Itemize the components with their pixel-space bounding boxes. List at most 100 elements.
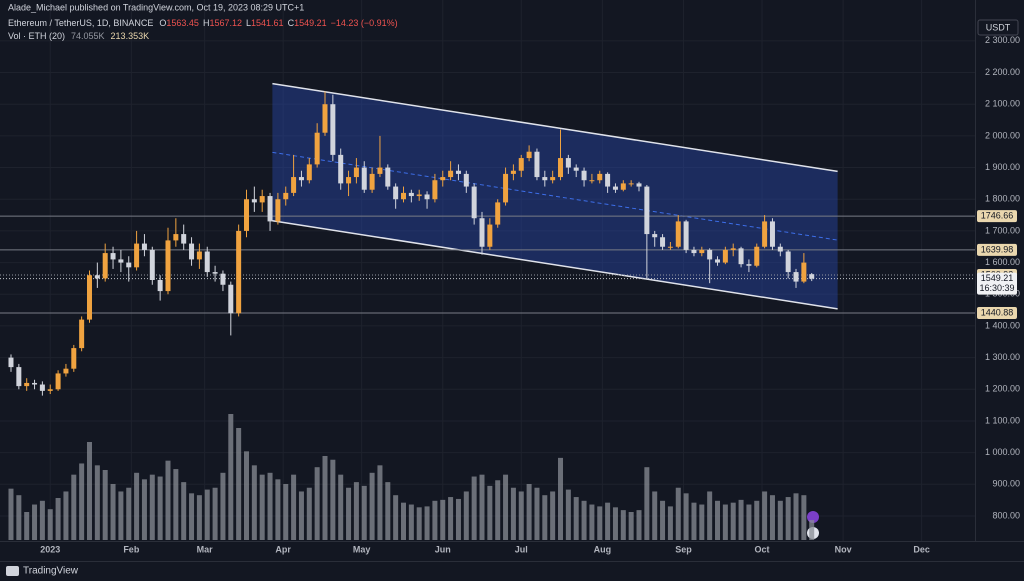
volume-bar [440,499,446,540]
candle-body [149,249,155,281]
last-tag-label: 1549.21 [981,273,1014,283]
candle-body [636,183,642,187]
candle-body [94,275,100,279]
y-tick-label: 1 300.00 [985,352,1020,362]
currency[interactable]: USDT [986,22,1011,32]
candle-body [346,177,352,184]
candle-body [251,199,257,203]
candle-body [691,249,697,254]
volume-bar [16,495,22,540]
candle-body [785,251,791,273]
candle-body [565,158,571,168]
candle-body [173,234,179,241]
candle-body [79,319,85,349]
candle-body [283,192,289,200]
ohlc-key: H [203,18,210,28]
candle-body [330,104,336,155]
candle-body [204,251,210,273]
volume-bar [47,509,53,540]
last-tag [977,272,1017,295]
candle-body [306,164,312,181]
volume-bar [118,491,124,540]
event-icon[interactable] [807,511,819,523]
candle-body [71,348,77,369]
volume-bar [236,428,242,540]
volume-bar [715,500,721,540]
candle-body [809,274,815,279]
volume-bar [275,479,281,540]
candle-body [487,224,493,247]
candle-body [243,199,249,231]
publisher: Alade_Michael published on TradingView.c… [8,2,304,12]
candle-body [275,199,281,222]
volume-bar [346,487,352,540]
volume-bar [628,512,634,540]
y-tick-label: 1 400.00 [985,320,1020,330]
candle-body [126,262,132,268]
level-tag [977,243,1017,256]
candle-body [683,221,689,250]
candle-body [440,177,446,181]
candle-body [471,186,477,219]
candle-body [597,173,603,181]
volume-bar [801,495,807,540]
volume-bar [165,460,171,540]
volume-bar [746,504,752,540]
candle-body [401,192,407,200]
candle-body [777,246,783,252]
candle-body [236,230,242,314]
volume-bar [8,488,14,540]
candle-body [118,259,124,263]
volume-bar [94,465,100,540]
volume-bar [793,493,799,540]
candle-body [432,180,438,200]
candle-body [212,272,218,274]
volume-bar [495,480,501,540]
ohlc-key: C [288,18,295,28]
volume-bar [691,502,697,540]
candle-body [385,167,391,187]
channel-upper [272,82,838,173]
volume-bar [558,457,564,540]
currency-box[interactable] [977,19,1019,36]
symbol: Ethereum / TetherUS, 1D, BINANCE [8,18,153,28]
ohlc-value: 1563.45 [166,18,199,28]
volume-bar [110,484,116,540]
y-tick-label: 800.00 [992,510,1020,520]
candle-body [581,170,587,181]
candle-body [550,177,556,181]
x-tick-label: Apr [275,544,291,554]
volume-legend: Vol · ETH (20) 74.055K 213.353K [8,31,149,41]
volume-bar [581,500,587,540]
volume-bar [330,459,336,540]
volume-bar [353,482,359,540]
volume-bar [385,482,391,540]
candle-body [769,221,775,247]
candle-body [393,186,399,200]
candle-body [801,262,807,282]
volume-bar [487,485,493,540]
volume-bar [605,502,611,540]
ohlc-key: O [159,18,166,28]
volume-bar [393,495,399,540]
candle-body [463,173,469,187]
volume-bar [503,474,509,540]
x-tick-label: Jul [515,544,528,554]
y-tick-label: 1 900.00 [985,162,1020,172]
volume-bar [448,497,454,540]
y-tick-label: 2 100.00 [985,99,1020,109]
y-tick-label: 1 700.00 [985,225,1020,235]
candle-body [510,170,516,174]
volume-bar [636,510,642,540]
candle-body [628,183,634,185]
volume-bar [220,472,226,540]
level-tag [977,306,1017,319]
volume-bar [212,487,218,540]
candle-body [55,373,61,390]
volume-bar [463,491,469,540]
ohlc-key: L [246,18,251,28]
x-tick-label: Dec [913,544,930,554]
candle-body [534,151,540,178]
candle-body [291,177,297,193]
